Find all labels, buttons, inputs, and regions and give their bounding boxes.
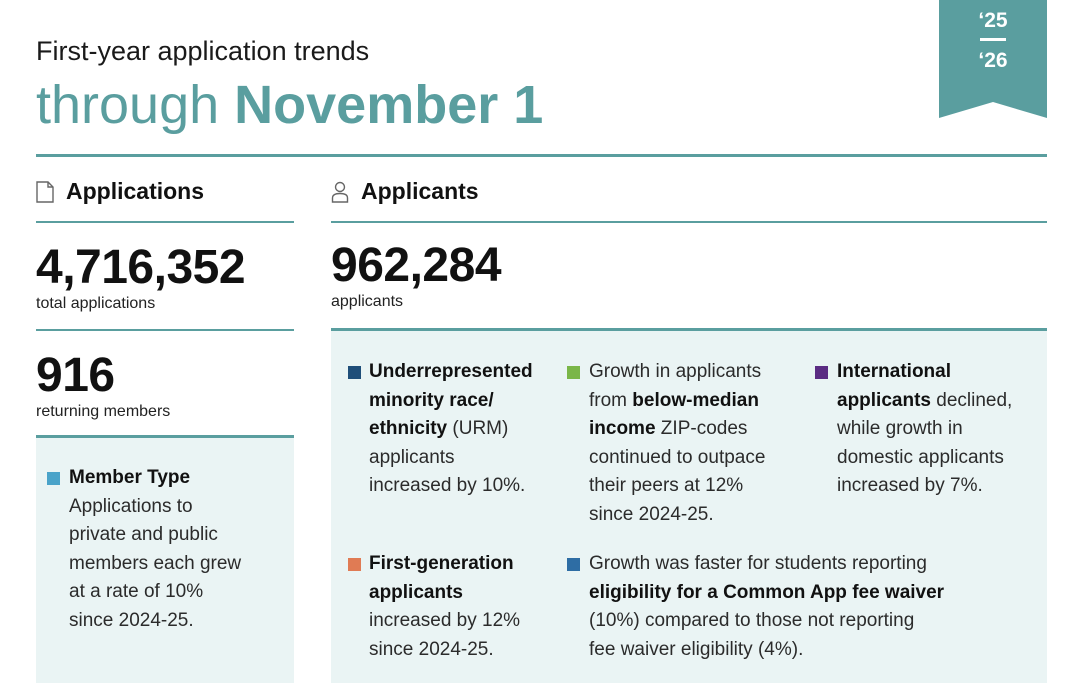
applicants-heading: Applicants [331, 178, 479, 205]
member-type-divider [36, 435, 294, 438]
income-rest-3: ZIP-codes [655, 418, 748, 439]
applicants-label: applicants [331, 293, 404, 310]
member-type-line: members each grew [69, 552, 242, 574]
member-type-line: since 2024-25. [69, 609, 194, 631]
member-type-line: at a rate of 10% [69, 581, 204, 602]
ribbon-year-top: ‘25 [978, 9, 1008, 32]
feewaiver-line-4: fee waiver eligibility (4%). [589, 638, 804, 660]
income-line-6: since 2024-25. [589, 503, 714, 525]
returning-members-label: returning members [36, 403, 171, 420]
year-ribbon [939, 0, 1047, 118]
member-type-line: private and public [69, 524, 218, 545]
applicants-divider-2 [331, 328, 1047, 331]
total-applications-label: total applications [36, 295, 156, 312]
applications-divider-2 [36, 329, 294, 331]
international-bullet [815, 366, 828, 379]
international-bold-1: International [837, 361, 952, 382]
urm-note: Underrepresented minority race/ ethnicit… [369, 358, 533, 501]
applications-heading-label: Applications [66, 178, 205, 204]
urm-rest-3: (URM) [447, 418, 509, 439]
income-pre-2: from [589, 389, 633, 411]
total-applications-value: 4,716,352 [36, 241, 246, 294]
firstgen-bold-1: First-generation [369, 553, 514, 574]
feewaiver-note: Growth was faster for students reporting… [589, 550, 944, 664]
member-type-line: Applications to [69, 495, 193, 517]
person-icon [331, 181, 349, 203]
urm-bullet [348, 366, 361, 379]
firstgen-bold-2: applicants [369, 581, 463, 603]
applicants-divider-1 [331, 221, 1047, 223]
urm-line-5: increased by 10%. [369, 475, 526, 496]
feewaiver-line-1: Growth was faster for students reporting [589, 553, 927, 574]
income-bold-2: below-median [632, 389, 759, 411]
applicants-value: 962,284 [331, 239, 502, 292]
returning-members-value: 916 [36, 349, 115, 402]
firstgen-note: First-generation applicants increased by… [369, 550, 520, 664]
urm-bold-3: ethnicity [369, 418, 448, 439]
international-bold-2: applicants [837, 389, 931, 411]
feewaiver-line-3: (10%) compared to those not reporting [589, 610, 915, 631]
member-type-note: Member Type Applications to private and … [69, 464, 241, 635]
ribbon-years: ‘25 ‘26 [939, 10, 1047, 71]
feewaiver-bold-2: eligibility for a Common App fee waiver [589, 581, 945, 603]
ribbon-year-bottom: ‘26 [978, 49, 1008, 72]
international-line-4: domestic applicants [837, 446, 1004, 468]
applicants-heading-label: Applicants [361, 178, 479, 204]
feewaiver-bullet [567, 558, 580, 571]
firstgen-line-3: increased by 12% [369, 610, 521, 631]
page-title: through November 1 [36, 75, 544, 135]
urm-bold-2: minority race/ [369, 389, 494, 411]
applicants-panel [331, 331, 1047, 683]
international-rest-2: declined, [930, 389, 1013, 411]
ribbon-dash [980, 38, 1006, 41]
applications-divider-1 [36, 221, 294, 223]
member-type-bullet [47, 472, 60, 485]
ribbon-shape [939, 0, 1047, 118]
header-divider [36, 154, 1047, 157]
title-bold: November 1 [234, 75, 544, 135]
document-icon [36, 180, 54, 203]
firstgen-bullet [348, 558, 361, 571]
income-bold-3: income [589, 418, 656, 439]
income-line-5: their peers at 12% [589, 475, 744, 496]
member-type-title: Member Type [69, 467, 191, 488]
title-prefix: through [36, 75, 235, 135]
member-type-panel [36, 438, 294, 683]
international-line-5: increased by 7%. [837, 475, 983, 496]
urm-bold-1: Underrepresented [369, 361, 533, 382]
page-subtitle: First-year application trends [36, 36, 370, 66]
urm-line-4: applicants [369, 446, 455, 468]
income-bullet [567, 366, 580, 379]
applications-heading: Applications [36, 178, 204, 205]
international-line-3: while growth in [837, 418, 963, 439]
income-line-4: continued to outpace [589, 446, 766, 468]
international-note: International applicants declined, while… [837, 358, 1012, 501]
income-line-1: Growth in applicants [589, 361, 762, 382]
income-note: Growth in applicants from below-median i… [589, 358, 765, 529]
firstgen-line-4: since 2024-25. [369, 638, 494, 660]
